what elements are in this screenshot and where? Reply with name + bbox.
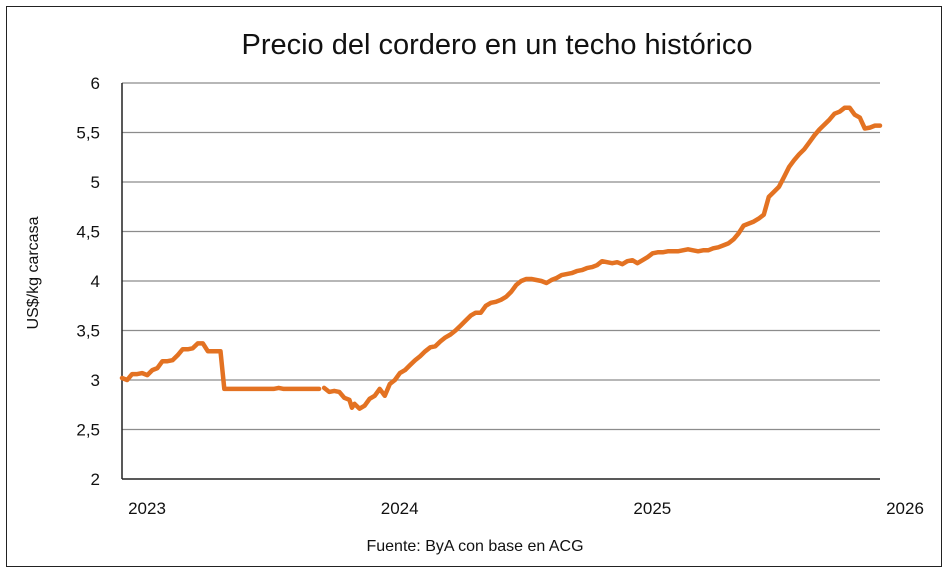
x-tick-label: 2025 — [633, 499, 671, 518]
series-line-segment — [119, 341, 322, 392]
y-tick-label: 3 — [91, 371, 100, 390]
y-axis-label: US$/kg carcasa — [25, 216, 42, 329]
series-line-segment — [321, 105, 883, 411]
x-tick-labels: 2023 2024 2025 2026 — [128, 499, 924, 518]
gridlines — [122, 82, 880, 431]
y-tick-label: 5 — [91, 173, 100, 192]
y-tick-label: 2,5 — [76, 421, 100, 440]
y-tick-label: 4,5 — [76, 223, 100, 242]
x-tick-label: 2026 — [886, 499, 924, 518]
y-tick-label: 6 — [91, 74, 100, 93]
chart-frame — [6, 6, 942, 567]
y-tick-label: 2 — [91, 470, 100, 489]
y-tick-label: 4 — [91, 272, 100, 291]
y-tick-label: 3,5 — [76, 322, 100, 341]
x-tick-label: 2024 — [381, 499, 419, 518]
y-tick-labels: 2 2,5 3 3,5 4 4,5 5 5,5 6 — [76, 74, 100, 489]
y-tick-label: 5,5 — [76, 124, 100, 143]
series-line — [119, 105, 883, 411]
source-note: Fuente: ByA con base en ACG — [366, 538, 583, 555]
chart-title: Precio del cordero en un techo histórico — [241, 29, 752, 61]
x-tick-label: 2023 — [128, 499, 166, 518]
